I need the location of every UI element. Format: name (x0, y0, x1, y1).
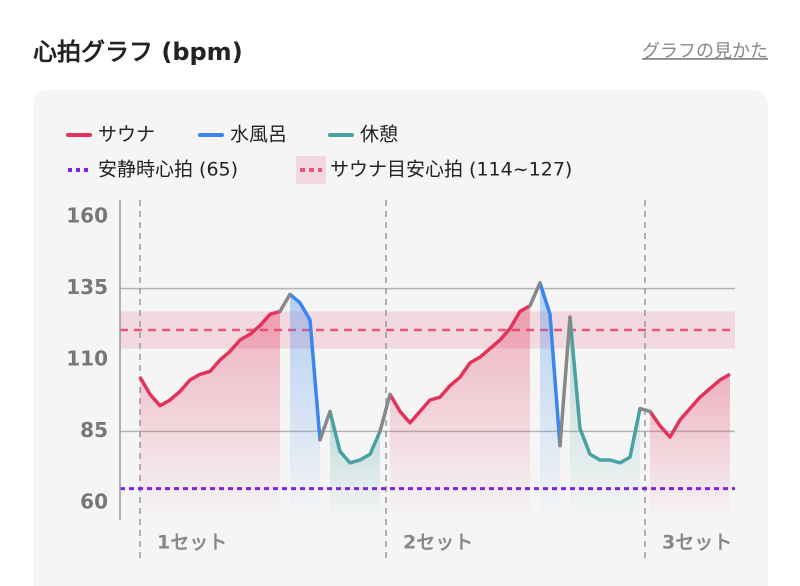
legend-label: 休憩 (360, 124, 398, 146)
page-title: 心拍グラフ (bpm) (33, 38, 243, 66)
set-label: 3セット (662, 532, 732, 554)
transition-line (638, 406, 652, 414)
series-area (140, 311, 280, 520)
series-line (388, 304, 531, 425)
y-tick-label: 60 (80, 489, 108, 513)
legend-label: サウナ (98, 124, 155, 146)
series-line (568, 316, 642, 465)
series-line (138, 309, 281, 408)
y-tick-label: 160 (66, 204, 108, 228)
series-area (570, 317, 640, 520)
series-area (540, 282, 560, 520)
transition-line (318, 409, 332, 442)
y-tick-label: 110 (66, 347, 108, 371)
y-tick-label: 85 (80, 418, 108, 442)
series-line (648, 372, 731, 439)
series-area (330, 411, 380, 520)
transition-line (528, 281, 542, 308)
legend-label: 水風呂 (230, 124, 287, 146)
legend-label: サウナ目安心拍 (114~127) (330, 159, 572, 181)
series-line (538, 282, 562, 446)
series-line (288, 292, 322, 441)
series-area (650, 374, 730, 520)
set-label: 1セット (157, 532, 227, 554)
set-label: 2セット (403, 532, 473, 554)
legend-label: 安静時心拍 (65) (98, 159, 238, 181)
series-area (390, 305, 530, 520)
transition-line (378, 392, 392, 434)
transition-line (278, 292, 292, 314)
series-line (328, 411, 382, 465)
y-tick-label: 135 (66, 275, 108, 299)
transition-line (558, 315, 572, 448)
help-link[interactable]: グラフの見かた (642, 41, 768, 62)
